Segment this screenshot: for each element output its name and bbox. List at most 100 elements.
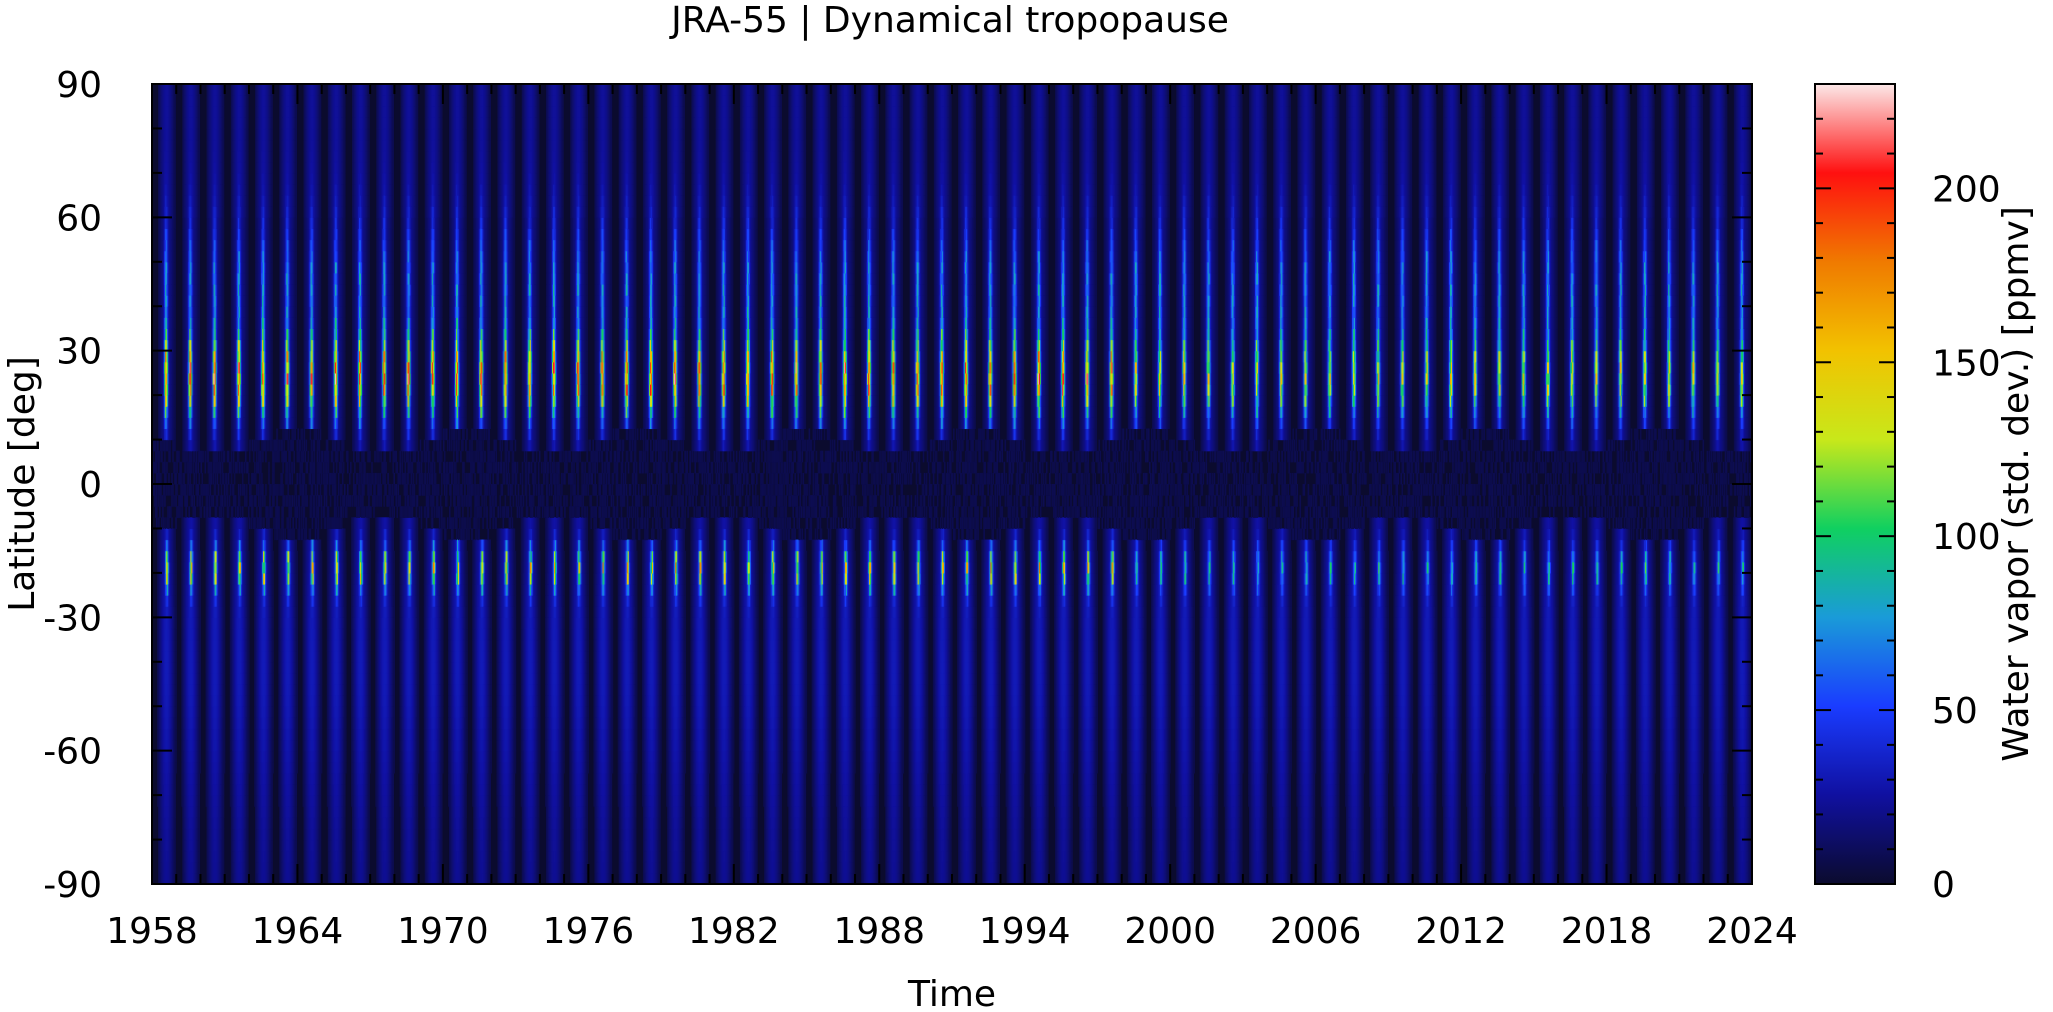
heatmap-cell <box>165 517 167 529</box>
heatmap-cell <box>165 473 167 485</box>
heatmap-cell <box>159 506 161 518</box>
heatmap-cell <box>174 328 176 340</box>
heatmap-cell <box>164 451 166 463</box>
heatmap-cell <box>174 817 176 829</box>
chart-title: JRA-55 | Dynamical tropopause <box>669 0 1229 41</box>
heatmap-cell <box>174 128 176 140</box>
heatmap-cell <box>174 462 176 474</box>
heatmap-cell <box>186 495 188 507</box>
heatmap-cell <box>175 628 177 640</box>
heatmap-cell <box>175 762 177 774</box>
heatmap-cell <box>174 795 176 807</box>
heatmap-cell <box>174 351 176 363</box>
heatmap-cell <box>174 117 176 129</box>
heatmap-cell <box>174 173 176 185</box>
heatmap-cell <box>158 495 160 507</box>
heatmap-cell <box>174 284 176 296</box>
heatmap-cell <box>175 640 177 652</box>
heatmap-cell <box>181 495 183 507</box>
heatmap-cell <box>174 440 176 452</box>
heatmap-cell <box>186 451 188 463</box>
heatmap-cell <box>174 162 176 174</box>
heatmap-cell <box>175 595 177 607</box>
heatmap-cell <box>181 506 183 518</box>
heatmap-cell <box>160 473 162 485</box>
heatmap-cell <box>174 417 176 429</box>
heatmap-cell <box>179 506 181 518</box>
heatmap-cell <box>175 673 177 685</box>
heatmap-cell <box>174 828 176 840</box>
heatmap-cell <box>175 740 177 752</box>
heatmap-cell <box>176 484 178 496</box>
heatmap-cell <box>174 428 176 440</box>
heatmap-cell <box>174 206 176 218</box>
heatmap-cell <box>174 184 176 196</box>
heatmap-cell <box>157 440 159 452</box>
heatmap-cell <box>162 495 164 507</box>
heatmap-cell <box>174 540 176 552</box>
heatmap-cell <box>184 484 186 496</box>
heatmap-cell <box>169 440 171 452</box>
heatmap-cell <box>175 573 177 585</box>
heatmap-cell <box>174 395 176 407</box>
heatmap-cell <box>191 495 193 507</box>
heatmap-cell <box>171 495 173 507</box>
heatmap-cell <box>175 695 177 707</box>
heatmap-cell <box>174 228 176 240</box>
heatmap-cell <box>176 462 178 474</box>
heatmap-cell <box>161 451 163 463</box>
heatmap-cell <box>175 617 177 629</box>
heatmap-cell <box>174 528 176 540</box>
heatmap-cell <box>172 451 174 463</box>
heatmap-cell <box>174 217 176 229</box>
heatmap-cell <box>174 806 176 818</box>
heatmap-cell <box>175 517 177 529</box>
heatmap-cell <box>175 684 177 696</box>
heatmap-cell <box>190 451 192 463</box>
heatmap-cell <box>169 451 171 463</box>
heatmap-cell <box>185 506 187 518</box>
heatmap-cell <box>156 495 158 507</box>
heatmap-cell <box>175 651 177 663</box>
heatmap-cell <box>174 406 176 418</box>
heatmap-cell <box>184 462 186 474</box>
heatmap-cell <box>163 517 165 529</box>
heatmap-cell <box>174 317 176 329</box>
heatmap-cell <box>166 484 168 496</box>
heatmap-cell <box>175 562 177 574</box>
heatmap-cell <box>171 473 173 485</box>
heatmap-cell <box>167 440 169 452</box>
heatmap-cell <box>172 484 174 496</box>
heatmap-cell <box>174 140 176 152</box>
heatmap-cell <box>159 451 161 463</box>
heatmap-cell <box>161 517 163 529</box>
heatmap-cell <box>173 495 175 507</box>
heatmap-cell <box>156 484 158 496</box>
heatmap-cell <box>174 195 176 207</box>
heatmap-cell <box>174 373 176 385</box>
heatmap-cell <box>174 773 176 785</box>
heatmap-cell <box>188 506 190 518</box>
heatmap-cell <box>174 362 176 374</box>
heatmap-cell <box>175 662 177 674</box>
heatmap-cell <box>175 584 177 596</box>
heatmap-cell <box>180 462 182 474</box>
heatmap-cell <box>154 484 156 496</box>
heatmap-cell <box>168 517 170 529</box>
heatmap-cell <box>178 451 180 463</box>
heatmap-cell <box>174 862 176 874</box>
heatmap-cell <box>164 462 166 474</box>
heatmap-cell <box>166 462 168 474</box>
heatmap-cell <box>175 706 177 718</box>
heatmap-cell <box>155 440 157 452</box>
heatmap-cell <box>175 717 177 729</box>
heatmap-cell <box>174 384 176 396</box>
heatmap-cell <box>174 240 176 252</box>
heatmap-cell <box>174 95 176 107</box>
heatmap-cell <box>187 473 189 485</box>
heatmap-cell <box>174 273 176 285</box>
heatmap-cell <box>174 251 176 263</box>
heatmap-cell <box>175 473 177 485</box>
heatmap-cell <box>190 462 192 474</box>
